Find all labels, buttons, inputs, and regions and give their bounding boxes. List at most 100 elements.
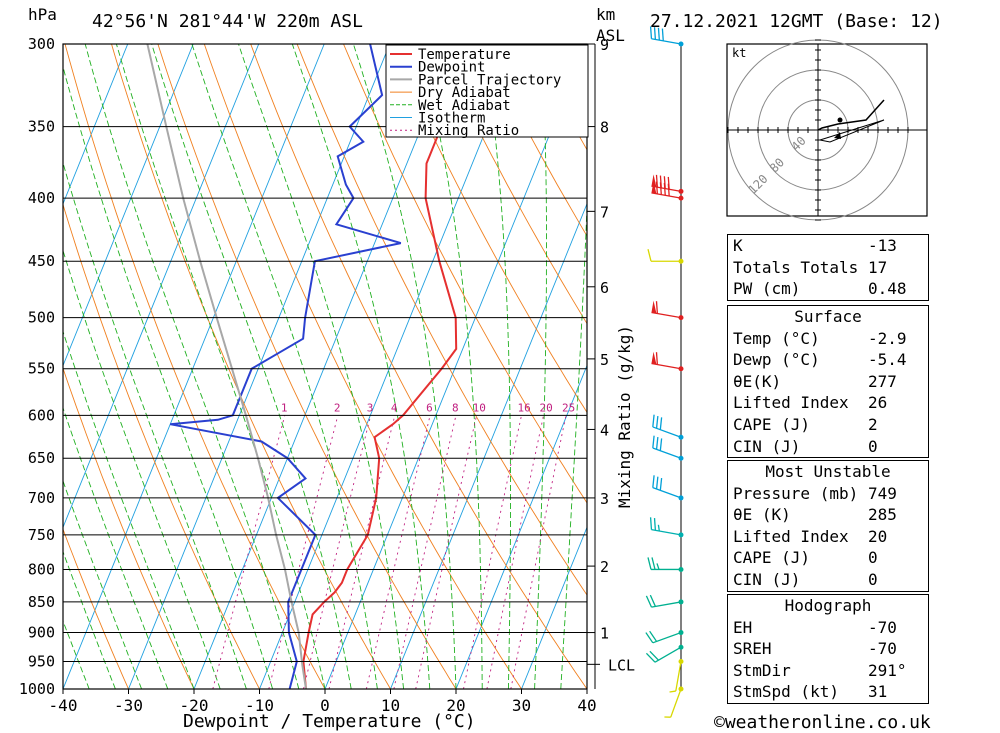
- wind-barb-staff: [652, 447, 682, 459]
- wind-barb-flag: [647, 557, 652, 570]
- hodograph-table: Hodograph EH -70 SREH -70 StmDir 291° StmSp…: [727, 594, 929, 704]
- hodo-row-stmdir: StmDir 291°: [733, 660, 907, 680]
- wind-barb-flag: [655, 301, 659, 314]
- mixing-ratio-tick-label: 25: [562, 401, 575, 414]
- mixing-ratio-tick-label: 2: [334, 401, 341, 414]
- wind-barb: [669, 659, 684, 693]
- km-tick-label: 5: [600, 351, 609, 369]
- surface-title: Surface: [794, 307, 862, 326]
- mixing-ratio-line: [365, 415, 431, 689]
- km-tick-label: 9: [600, 36, 609, 54]
- mu-row-li: Lifted Index 20: [733, 526, 888, 546]
- isotherm-line: [63, 44, 325, 689]
- wind-barb-staff: [651, 38, 682, 45]
- wind-barb: [651, 351, 684, 372]
- wind-barb: [651, 174, 684, 194]
- mixing-ratio-line: [463, 415, 522, 689]
- x-axis-label: Dewpoint / Temperature (°C): [183, 711, 476, 732]
- wind-barb-flag: [667, 176, 670, 190]
- surface-row-dewp: Dewp (°C) -5.4: [733, 350, 907, 370]
- hodo-row-stmspd: StmSpd (kt) 31: [733, 682, 888, 702]
- wet-adiabat-line: [63, 65, 274, 689]
- wind-barb-staff: [652, 487, 682, 499]
- wind-barb-flag: [657, 27, 660, 41]
- wind-barb-staff: [651, 192, 682, 199]
- isotherm-line: [324, 44, 587, 689]
- wind-barb-flag: [652, 414, 655, 428]
- wind-barb-flag: [655, 436, 659, 450]
- km-tick-label: 3: [600, 490, 609, 508]
- wind-barb: [664, 686, 684, 718]
- wind-barb: [652, 475, 684, 501]
- mixing-ratio-axis-label: Mixing Ratio (g/kg): [615, 325, 634, 508]
- pressure-tick-label: 400: [28, 189, 55, 207]
- mixing-ratio-tick-label: 8: [452, 401, 459, 414]
- wind-barb-staff: [652, 426, 682, 438]
- wind-barb-flag: [659, 175, 662, 188]
- wind-barb: [651, 300, 684, 321]
- wet-adiabat-line: [418, 44, 483, 689]
- most-unstable-table: Most Unstable Pressure (mb) 749 θE (K) 285…: [727, 460, 929, 592]
- wet-adiabat-line: [482, 44, 511, 689]
- surface-row-li: Lifted Index 26: [733, 393, 888, 413]
- wind-barb-pennant: [651, 174, 657, 188]
- km-tick-label: 2: [600, 558, 609, 576]
- wind-barb-flag: [655, 415, 659, 429]
- wind-barb-flag: [649, 630, 658, 642]
- wind-barb-flag: [649, 517, 653, 530]
- mixing-ratio-tick-label: 10: [473, 401, 486, 414]
- wind-barb-flag: [659, 478, 663, 491]
- x-tick-label: 40: [577, 696, 596, 715]
- dewpoint-line: [170, 44, 402, 689]
- x-tick-label: -20: [180, 696, 209, 715]
- mixing-ratio-tick-label: 20: [540, 401, 553, 414]
- temperature-line: [302, 44, 458, 689]
- legend-label: Mixing Ratio: [418, 123, 519, 139]
- wind-barb-flag: [645, 632, 654, 644]
- dry-adiabat-line: [63, 528, 129, 689]
- wind-barb-flag: [663, 176, 666, 189]
- mixing-ratio-tick-label: 6: [426, 401, 433, 414]
- wind-barb-flag: [661, 28, 664, 41]
- legend-box: [385, 44, 589, 138]
- most-unstable-title: Most Unstable: [765, 462, 891, 481]
- isotherm-line: [63, 44, 260, 529]
- wind-barb-flag: [655, 352, 659, 365]
- legend-label: Dewpoint: [418, 60, 485, 76]
- wind-barb-flag: [655, 174, 659, 188]
- mixing-ratio-line: [303, 415, 372, 689]
- wet-adiabat-line: [115, 44, 326, 689]
- x-tick-label: -10: [245, 696, 274, 715]
- surface-table: Surface Temp (°C) -2.9 Dewp (°C) -5.4 θE(K…: [727, 305, 929, 459]
- hodograph-trace: [817, 99, 885, 131]
- wind-barb: [645, 594, 684, 608]
- wind-barb-staff: [670, 688, 682, 718]
- wind-barb-flag: [647, 249, 652, 262]
- wind-barb-flag: [651, 557, 656, 570]
- wind-barb-flag: [653, 517, 657, 531]
- wind-barb-pennant: [651, 181, 657, 194]
- pressure-tick-label: 700: [28, 489, 55, 507]
- isotherm-line: [128, 44, 391, 689]
- legend-label: Isotherm: [418, 111, 485, 127]
- wind-barb-staff: [675, 661, 682, 692]
- pressure-unit: hPa: [28, 5, 57, 24]
- wind-barb-flag: [649, 650, 659, 661]
- wind-barb-flag: [659, 438, 663, 451]
- mixing-ratio-line: [393, 415, 457, 689]
- wind-barb-flag: [649, 26, 653, 39]
- datetime: 27.12.2021 12GMT (Base: 12): [650, 11, 943, 32]
- x-tick-label: -30: [114, 696, 143, 715]
- legend-label: Temperature: [418, 47, 511, 63]
- pressure-tick-label: 550: [28, 360, 55, 378]
- wet-adiabat-line: [352, 44, 457, 689]
- legend-label: Parcel Trajectory: [418, 72, 561, 88]
- km-tick-label: 7: [600, 203, 609, 221]
- pressure-tick-label: 650: [28, 449, 55, 467]
- mixing-ratio-line: [268, 415, 339, 689]
- copyright: ©weatheronline.co.uk: [714, 712, 931, 733]
- x-tick-label: 30: [512, 696, 531, 715]
- hodograph-storm-marker: [834, 132, 841, 139]
- wind-barb-flag: [659, 417, 663, 430]
- surface-row-thetae: θE(K) 277: [733, 371, 897, 391]
